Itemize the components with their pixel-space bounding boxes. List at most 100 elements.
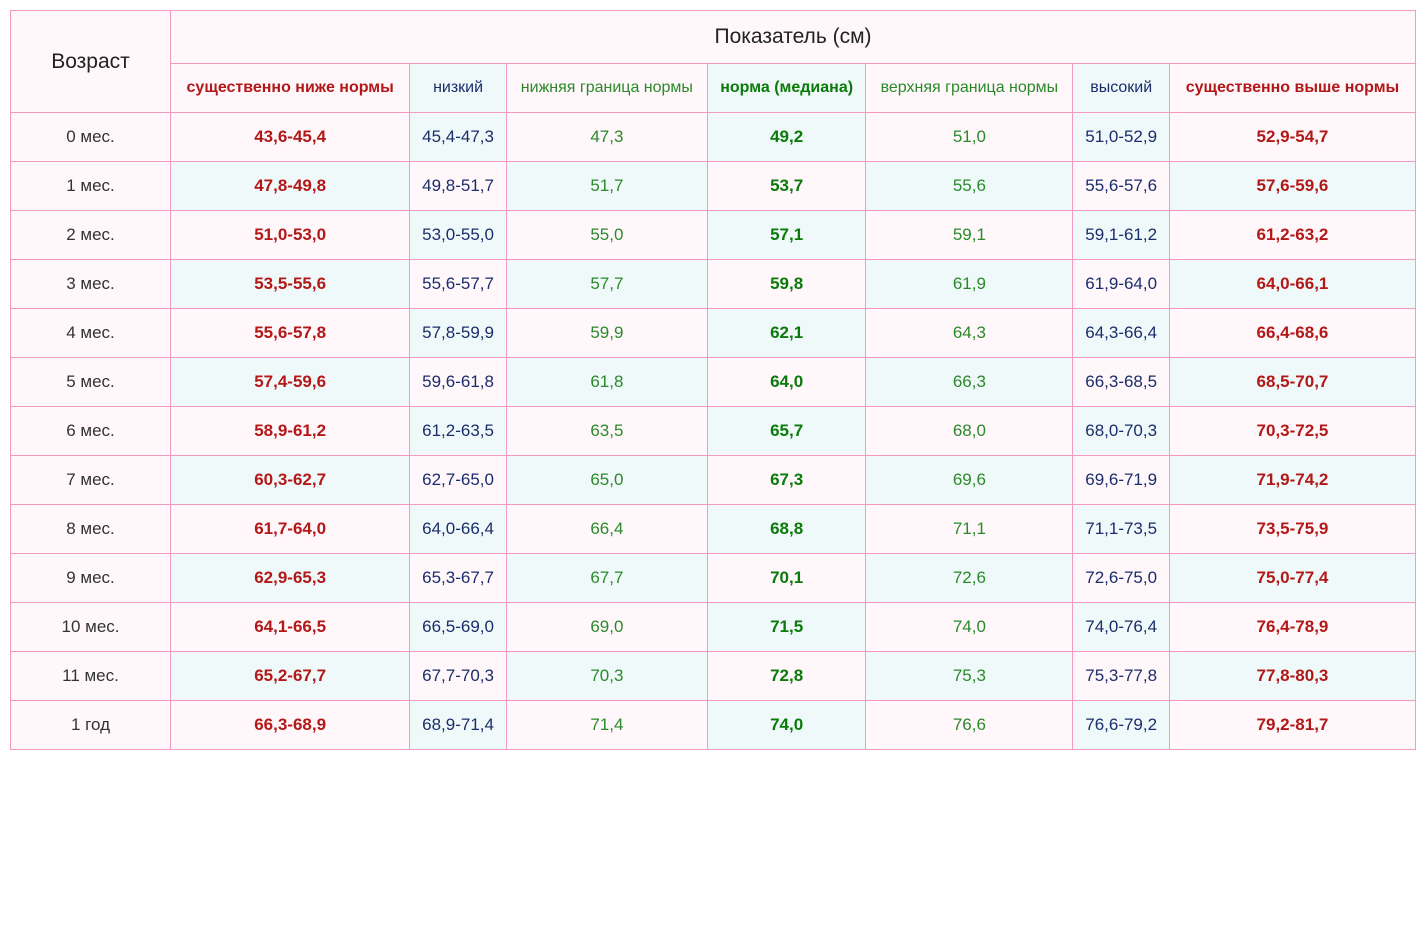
value-cell: 67,3 bbox=[707, 456, 865, 505]
age-header: Возраст bbox=[11, 11, 171, 113]
value-cell: 61,9 bbox=[866, 260, 1073, 309]
value-cell: 51,0 bbox=[866, 113, 1073, 162]
value-cell: 61,2-63,2 bbox=[1169, 211, 1415, 260]
value-cell: 63,5 bbox=[506, 407, 707, 456]
value-cell: 77,8-80,3 bbox=[1169, 652, 1415, 701]
value-cell: 75,0-77,4 bbox=[1169, 554, 1415, 603]
value-cell: 76,6 bbox=[866, 701, 1073, 750]
value-cell: 75,3-77,8 bbox=[1073, 652, 1170, 701]
value-cell: 55,6 bbox=[866, 162, 1073, 211]
header-row-1: Возраст Показатель (см) bbox=[11, 11, 1416, 64]
value-cell: 68,5-70,7 bbox=[1169, 358, 1415, 407]
value-cell: 64,0 bbox=[707, 358, 865, 407]
age-cell: 4 мес. bbox=[11, 309, 171, 358]
main-header: Показатель (см) bbox=[171, 11, 1416, 64]
value-cell: 65,2-67,7 bbox=[171, 652, 410, 701]
table-body: 0 мес.43,6-45,445,4-47,347,349,251,051,0… bbox=[11, 113, 1416, 750]
value-cell: 53,0-55,0 bbox=[410, 211, 507, 260]
value-cell: 47,8-49,8 bbox=[171, 162, 410, 211]
table-row: 9 мес.62,9-65,365,3-67,767,770,172,672,6… bbox=[11, 554, 1416, 603]
value-cell: 67,7-70,3 bbox=[410, 652, 507, 701]
value-cell: 71,1-73,5 bbox=[1073, 505, 1170, 554]
value-cell: 51,0-53,0 bbox=[171, 211, 410, 260]
header-row-2: существенно ниже нормынизкийнижняя грани… bbox=[11, 64, 1416, 113]
value-cell: 59,1 bbox=[866, 211, 1073, 260]
value-cell: 66,3 bbox=[866, 358, 1073, 407]
value-cell: 51,0-52,9 bbox=[1073, 113, 1170, 162]
value-cell: 71,9-74,2 bbox=[1169, 456, 1415, 505]
column-header-4: верхняя граница нормы bbox=[866, 64, 1073, 113]
table-row: 11 мес.65,2-67,767,7-70,370,372,875,375,… bbox=[11, 652, 1416, 701]
age-cell: 9 мес. bbox=[11, 554, 171, 603]
value-cell: 72,8 bbox=[707, 652, 865, 701]
value-cell: 72,6 bbox=[866, 554, 1073, 603]
value-cell: 61,8 bbox=[506, 358, 707, 407]
value-cell: 55,6-57,7 bbox=[410, 260, 507, 309]
value-cell: 71,1 bbox=[866, 505, 1073, 554]
value-cell: 68,0-70,3 bbox=[1073, 407, 1170, 456]
table-row: 10 мес.64,1-66,566,5-69,069,071,574,074,… bbox=[11, 603, 1416, 652]
value-cell: 47,3 bbox=[506, 113, 707, 162]
value-cell: 65,7 bbox=[707, 407, 865, 456]
value-cell: 76,6-79,2 bbox=[1073, 701, 1170, 750]
table-row: 5 мес.57,4-59,659,6-61,861,864,066,366,3… bbox=[11, 358, 1416, 407]
value-cell: 49,2 bbox=[707, 113, 865, 162]
value-cell: 69,6-71,9 bbox=[1073, 456, 1170, 505]
value-cell: 75,3 bbox=[866, 652, 1073, 701]
value-cell: 68,8 bbox=[707, 505, 865, 554]
table-header: Возраст Показатель (см) существенно ниже… bbox=[11, 11, 1416, 113]
age-cell: 3 мес. bbox=[11, 260, 171, 309]
value-cell: 61,2-63,5 bbox=[410, 407, 507, 456]
table-row: 0 мес.43,6-45,445,4-47,347,349,251,051,0… bbox=[11, 113, 1416, 162]
column-header-1: низкий bbox=[410, 64, 507, 113]
value-cell: 66,5-69,0 bbox=[410, 603, 507, 652]
value-cell: 79,2-81,7 bbox=[1169, 701, 1415, 750]
value-cell: 70,1 bbox=[707, 554, 865, 603]
value-cell: 64,1-66,5 bbox=[171, 603, 410, 652]
value-cell: 53,7 bbox=[707, 162, 865, 211]
table-row: 3 мес.53,5-55,655,6-57,757,759,861,961,9… bbox=[11, 260, 1416, 309]
column-header-2: нижняя граница нормы bbox=[506, 64, 707, 113]
age-cell: 11 мес. bbox=[11, 652, 171, 701]
value-cell: 66,4-68,6 bbox=[1169, 309, 1415, 358]
value-cell: 65,3-67,7 bbox=[410, 554, 507, 603]
value-cell: 71,5 bbox=[707, 603, 865, 652]
value-cell: 55,6-57,8 bbox=[171, 309, 410, 358]
table-row: 8 мес.61,7-64,064,0-66,466,468,871,171,1… bbox=[11, 505, 1416, 554]
age-cell: 6 мес. bbox=[11, 407, 171, 456]
value-cell: 59,1-61,2 bbox=[1073, 211, 1170, 260]
value-cell: 61,7-64,0 bbox=[171, 505, 410, 554]
column-header-5: высокий bbox=[1073, 64, 1170, 113]
value-cell: 57,6-59,6 bbox=[1169, 162, 1415, 211]
value-cell: 43,6-45,4 bbox=[171, 113, 410, 162]
value-cell: 57,4-59,6 bbox=[171, 358, 410, 407]
value-cell: 62,9-65,3 bbox=[171, 554, 410, 603]
value-cell: 64,0-66,1 bbox=[1169, 260, 1415, 309]
age-cell: 1 год bbox=[11, 701, 171, 750]
value-cell: 58,9-61,2 bbox=[171, 407, 410, 456]
value-cell: 53,5-55,6 bbox=[171, 260, 410, 309]
value-cell: 68,0 bbox=[866, 407, 1073, 456]
value-cell: 66,4 bbox=[506, 505, 707, 554]
growth-norms-table: Возраст Показатель (см) существенно ниже… bbox=[10, 10, 1416, 750]
value-cell: 64,3-66,4 bbox=[1073, 309, 1170, 358]
value-cell: 49,8-51,7 bbox=[410, 162, 507, 211]
age-cell: 0 мес. bbox=[11, 113, 171, 162]
value-cell: 62,1 bbox=[707, 309, 865, 358]
value-cell: 70,3 bbox=[506, 652, 707, 701]
age-cell: 7 мес. bbox=[11, 456, 171, 505]
value-cell: 59,9 bbox=[506, 309, 707, 358]
age-cell: 10 мес. bbox=[11, 603, 171, 652]
column-header-6: существенно выше нормы bbox=[1169, 64, 1415, 113]
value-cell: 59,6-61,8 bbox=[410, 358, 507, 407]
table-row: 6 мес.58,9-61,261,2-63,563,565,768,068,0… bbox=[11, 407, 1416, 456]
table-row: 7 мес.60,3-62,762,7-65,065,067,369,669,6… bbox=[11, 456, 1416, 505]
value-cell: 66,3-68,5 bbox=[1073, 358, 1170, 407]
age-cell: 8 мес. bbox=[11, 505, 171, 554]
value-cell: 71,4 bbox=[506, 701, 707, 750]
column-header-0: существенно ниже нормы bbox=[171, 64, 410, 113]
value-cell: 70,3-72,5 bbox=[1169, 407, 1415, 456]
value-cell: 57,1 bbox=[707, 211, 865, 260]
value-cell: 64,3 bbox=[866, 309, 1073, 358]
value-cell: 65,0 bbox=[506, 456, 707, 505]
